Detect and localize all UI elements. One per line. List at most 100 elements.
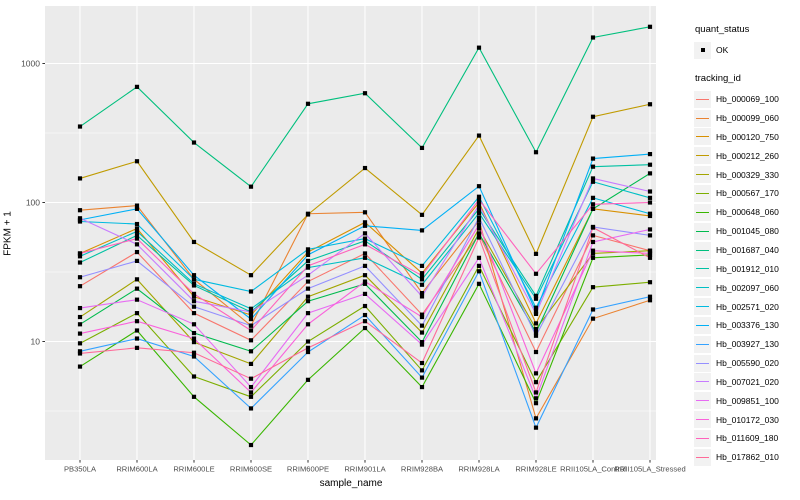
data-point-Hb_011609_180 (647, 200, 653, 205)
data-point-Hb_005590_020 (191, 304, 197, 309)
data-point-Hb_002571_020 (191, 277, 197, 282)
legend-item-Hb_005590_020: Hb_005590_020 (694, 354, 800, 373)
legend-item-Hb_000120_750: Hb_000120_750 (694, 128, 800, 147)
data-point-Hb_002097_060 (77, 254, 83, 259)
legend-swatch-icon (694, 392, 711, 410)
data-point-Hb_010172_030 (248, 390, 254, 395)
legend-item-label: Hb_003376_130 (716, 320, 779, 331)
data-point-Hb_000212_260 (305, 212, 311, 217)
data-point-Hb_007021_020 (533, 311, 539, 316)
data-point-Hb_010172_030 (533, 371, 539, 376)
legend-swatch-icon (694, 335, 711, 353)
data-point-Hb_003376_130 (191, 273, 197, 278)
data-point-Hb_000120_750 (248, 312, 254, 318)
data-point-Hb_002097_060 (476, 210, 482, 216)
data-point-Hb_003376_130 (362, 223, 368, 228)
data-point-Hb_017862_010 (248, 376, 254, 381)
legend-item-Hb_010172_030: Hb_010172_030 (694, 410, 800, 429)
data-point-Hb_003376_130 (476, 184, 482, 189)
data-point-Hb_010172_030 (419, 314, 425, 320)
data-point-Hb_000069_100 (77, 284, 83, 289)
data-point-Hb_002097_060 (362, 255, 368, 260)
legend-item-Hb_001045_080: Hb_001045_080 (694, 222, 800, 241)
data-point-Hb_009851_100 (419, 342, 425, 347)
data-point-Hb_003376_130 (305, 252, 311, 257)
data-point-Hb_005590_020 (647, 233, 653, 238)
data-point-Hb_007021_020 (647, 189, 653, 194)
data-point-Hb_001912_010 (77, 260, 83, 265)
data-point-Hb_000212_260 (191, 239, 197, 245)
data-point-Hb_001687_040 (134, 84, 140, 89)
data-point-Hb_001045_080 (77, 322, 83, 327)
data-point-Hb_000212_260 (647, 102, 653, 107)
data-point-Hb_000567_170 (134, 311, 140, 316)
data-point-Hb_017862_010 (647, 255, 653, 260)
data-point-Hb_000212_260 (590, 114, 596, 119)
legend-item-Hb_000212_260: Hb_000212_260 (694, 146, 800, 165)
data-point-Hb_003927_130 (134, 336, 140, 341)
legend-swatch-icon (694, 241, 711, 259)
data-point-Hb_017862_010 (134, 345, 140, 350)
data-point-Hb_000567_170 (77, 341, 83, 346)
data-point-Hb_001687_040 (248, 184, 254, 189)
data-point-Hb_007021_020 (419, 294, 425, 299)
data-point-Hb_001045_080 (419, 340, 425, 345)
data-point-Hb_003927_130 (191, 354, 197, 359)
data-point-Hb_000069_100 (305, 279, 311, 284)
data-point-Hb_000099_060 (134, 203, 140, 208)
data-point-Hb_002097_060 (248, 306, 254, 311)
data-point-Hb_000329_330 (134, 277, 140, 282)
data-point-Hb_000099_060 (647, 298, 653, 303)
data-point-Hb_001912_010 (590, 164, 596, 169)
legend-item-Hb_003376_130: Hb_003376_130 (694, 316, 800, 335)
data-point-Hb_001687_040 (647, 24, 653, 29)
data-point-Hb_002571_020 (533, 305, 539, 310)
x-tick-label: RRIM600LE (173, 465, 214, 474)
legend-swatch-icon (694, 184, 711, 202)
data-point-Hb_003376_130 (590, 156, 596, 161)
x-tick-label: RRIM928LA (458, 465, 500, 474)
data-point-Hb_003376_130 (134, 206, 140, 211)
data-point-Hb_010172_030 (77, 331, 83, 336)
data-point-Hb_010172_030 (191, 336, 197, 341)
data-point-Hb_000120_750 (476, 200, 482, 205)
data-point-Hb_011609_180 (419, 273, 425, 278)
legend-item-Hb_007021_020: Hb_007021_020 (694, 373, 800, 392)
data-point-Hb_001687_040 (305, 101, 311, 106)
x-tick-label: PB350LA (64, 465, 97, 474)
data-point-Hb_000069_100 (419, 312, 425, 317)
legend-item-label: Hb_000329_330 (716, 169, 779, 180)
legend-title-tracking-id: tracking_id (695, 72, 741, 84)
data-point-Hb_010172_030 (590, 248, 596, 253)
legend-item-label: OK (716, 45, 729, 56)
legend-swatch-icon (694, 373, 711, 391)
x-tick-label: RRIM928BA (401, 465, 444, 474)
data-point-Hb_009851_100 (533, 396, 539, 401)
legend-item-label: Hb_001912_010 (716, 263, 779, 274)
data-point-Hb_000648_060 (362, 325, 368, 331)
data-point-Hb_000212_260 (248, 273, 254, 278)
data-point-Hb_000069_100 (533, 349, 539, 355)
x-tick-label: RRIM600PE (287, 465, 329, 474)
data-point-Hb_000069_100 (191, 311, 197, 316)
legend-item-label: Hb_002571_020 (716, 301, 779, 312)
legend-item-Hb_000329_330: Hb_000329_330 (694, 165, 800, 184)
legend-item-label: Hb_001687_040 (716, 245, 779, 256)
x-tick-label: RRII105LA_Stressed (614, 465, 685, 474)
data-point-Hb_001687_040 (362, 91, 368, 96)
data-point-Hb_002097_060 (419, 282, 425, 287)
data-point-Hb_002571_020 (590, 195, 596, 200)
data-point-Hb_002097_060 (191, 281, 197, 286)
data-point-Hb_005590_020 (77, 275, 83, 280)
data-point-Hb_000329_330 (248, 361, 254, 366)
legend-item-label: Hb_002097_060 (716, 282, 779, 293)
data-point-Hb_000212_260 (134, 159, 140, 164)
x-tick-label: RRIM600LA (116, 465, 158, 474)
data-point-Hb_000648_060 (191, 394, 197, 399)
data-point-Hb_000329_330 (77, 314, 83, 320)
data-point-Hb_000567_170 (305, 339, 311, 344)
data-point-Hb_003927_130 (362, 312, 368, 318)
legend-swatch-icon (694, 260, 711, 278)
data-point-Hb_017862_010 (191, 350, 197, 355)
